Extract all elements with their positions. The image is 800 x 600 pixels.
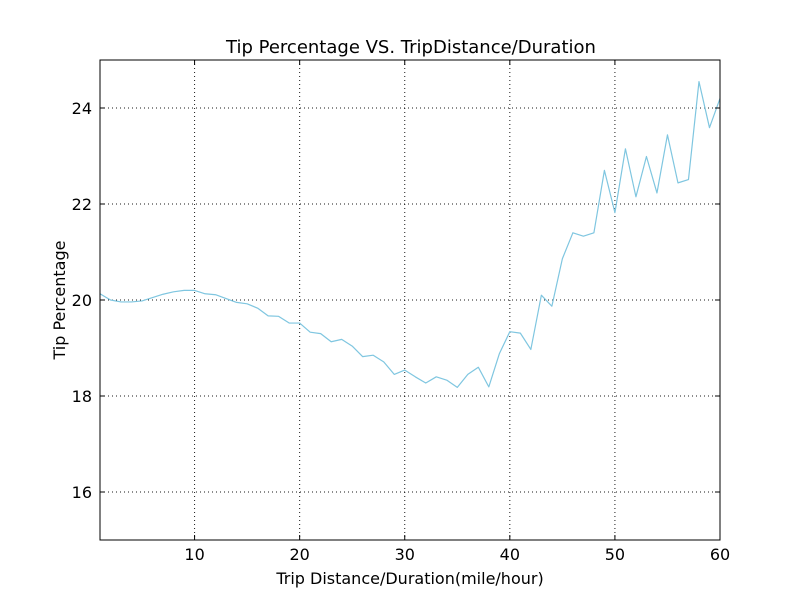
x-tick-label: 10 xyxy=(184,545,204,564)
x-tick-label: 30 xyxy=(395,545,415,564)
x-tick-label: 40 xyxy=(500,545,520,564)
tick-layer: 10 20 30 40 50 60 16 18 20 22 24 xyxy=(72,60,730,564)
chart-title: Tip Percentage VS. TripDistance/Duration xyxy=(225,37,596,58)
y-tick-label: 20 xyxy=(72,291,92,310)
y-tick-label: 16 xyxy=(72,483,92,502)
y-tick-label: 18 xyxy=(72,387,92,406)
x-tick-label: 60 xyxy=(710,545,730,564)
series-line xyxy=(99,80,721,388)
y-tick-label: 22 xyxy=(72,195,92,214)
x-axis-label: Trip Distance/Duration(mile/hour) xyxy=(275,569,543,588)
x-tick-label: 50 xyxy=(605,545,625,564)
x-tick-label: 20 xyxy=(289,545,309,564)
y-tick-label: 24 xyxy=(72,99,92,118)
series-layer xyxy=(99,80,721,388)
y-axis-label: Tip Percentage xyxy=(50,241,69,361)
